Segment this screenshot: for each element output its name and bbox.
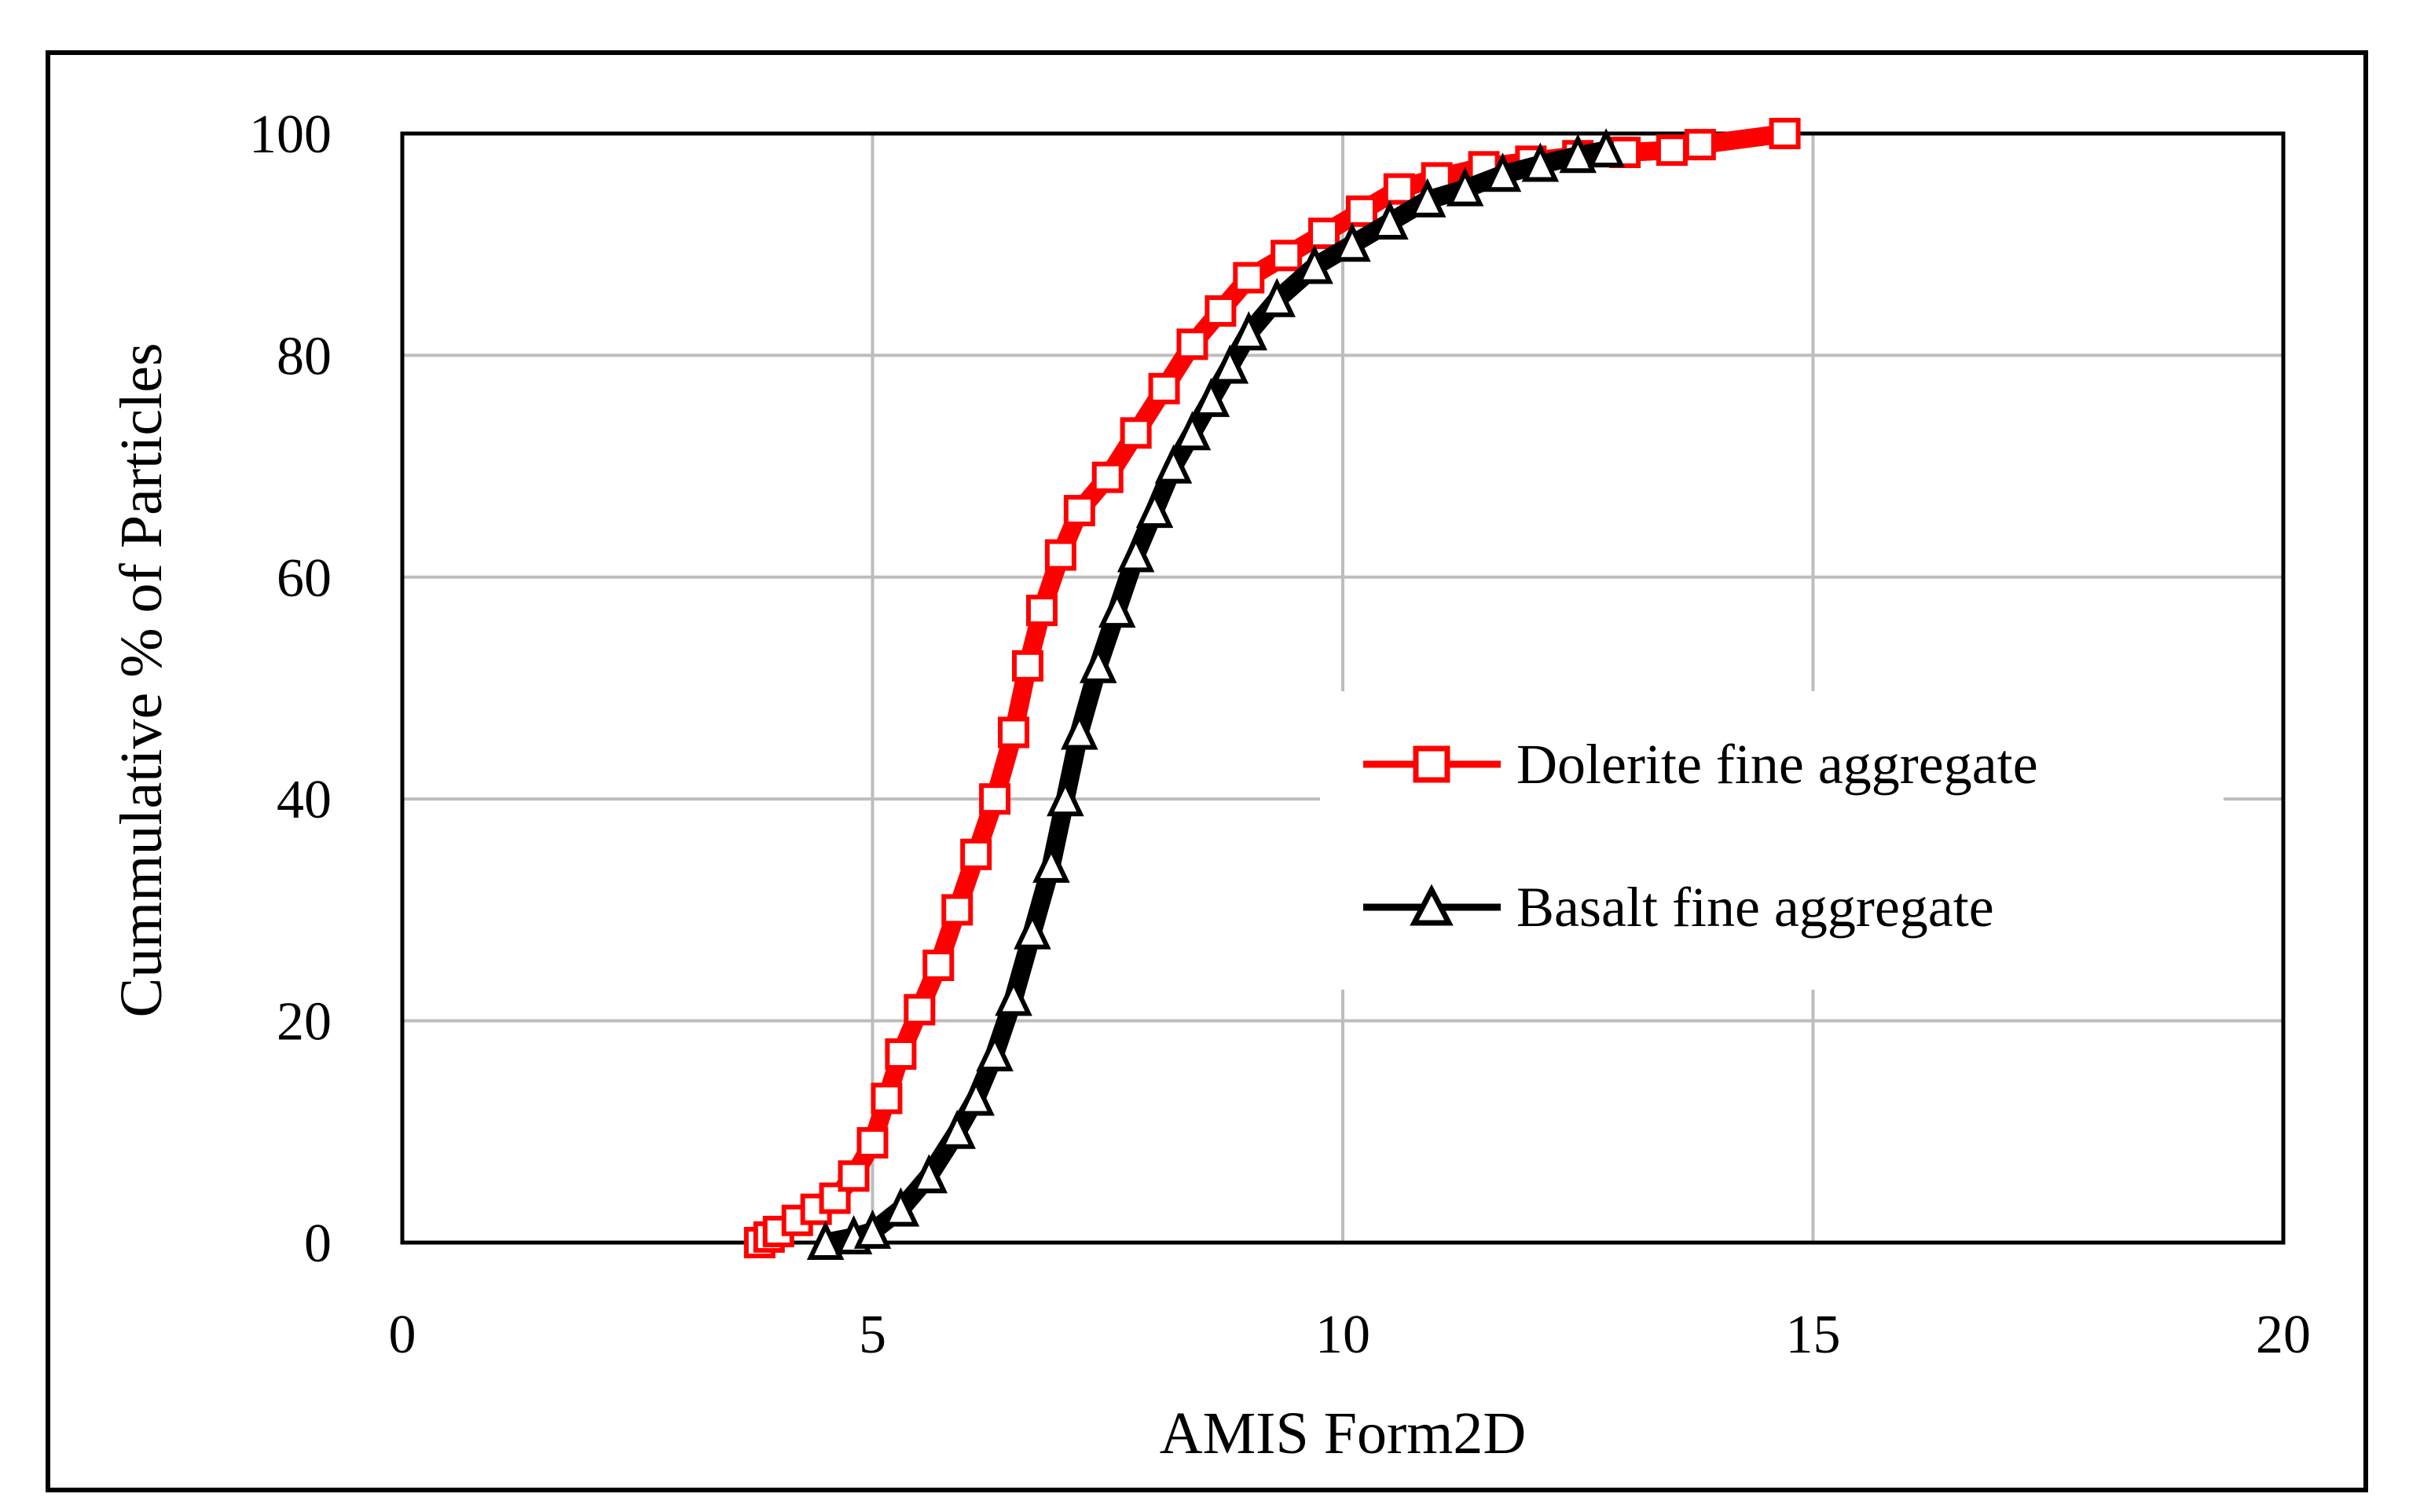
data-point: [960, 838, 992, 870]
data-point: [1333, 222, 1371, 262]
data-point: [1769, 118, 1801, 149]
series-basalt: [806, 128, 1625, 1260]
y-tick-label: 0: [304, 1214, 332, 1274]
data-point: [1483, 152, 1522, 192]
data-point: [1192, 377, 1230, 417]
data-point: [1204, 295, 1237, 327]
y-tick-label: 100: [249, 104, 332, 165]
data-point: [871, 1082, 903, 1115]
y-axis-title: Cummulative % of Particles: [108, 342, 174, 1017]
data-point: [838, 1160, 870, 1192]
data-point: [1116, 533, 1155, 573]
plot-area: [400, 131, 2286, 1245]
data-point: [853, 1209, 892, 1249]
data-point: [1025, 595, 1058, 627]
figure-frame: [46, 50, 2368, 1492]
x-tick-label: 5: [859, 1305, 886, 1365]
data-point: [1063, 495, 1095, 527]
y-tick-label: 60: [277, 548, 332, 609]
data-point: [904, 994, 936, 1026]
data-point: [1135, 489, 1174, 529]
x-tick-label: 20: [2256, 1305, 2311, 1365]
data-point: [1012, 650, 1044, 682]
data-point: [1032, 843, 1070, 883]
data-point: [1061, 710, 1098, 750]
data-point: [1656, 134, 1688, 167]
tick-labels: 0 5 10 15 20 0 20 40 60 80 100: [249, 104, 2311, 1365]
legend-item-dolerite: Dolerite fine aggregate: [1363, 733, 2038, 796]
data-point: [1270, 240, 1303, 272]
data-point: [1044, 539, 1076, 571]
data-point: [885, 1038, 917, 1070]
data-point: [1014, 910, 1051, 950]
data-point: [957, 1076, 995, 1116]
data-point: [1684, 129, 1716, 161]
legend-item-basalt: Basalt fine aggregate: [1363, 876, 1994, 939]
data-point: [910, 1154, 948, 1194]
data-point: [806, 1221, 845, 1260]
data-point: [1559, 134, 1597, 174]
y-tick-label: 20: [277, 992, 332, 1053]
data-point: [1383, 173, 1415, 205]
data-point: [1148, 372, 1180, 405]
data-point: [1154, 444, 1193, 484]
data-point: [1120, 417, 1152, 449]
data-point: [1211, 344, 1249, 384]
data-point: [1230, 311, 1268, 351]
x-tick-label: 0: [389, 1305, 416, 1365]
data-point: [922, 950, 955, 981]
series-layer: [743, 118, 1801, 1260]
x-tick-label: 10: [1315, 1305, 1370, 1365]
legend: Dolerite fine aggregate Basalt fine aggr…: [1320, 691, 2224, 990]
data-point: [1091, 461, 1124, 493]
x-axis-title: AMIS Form2D: [1160, 1400, 1527, 1466]
legend-marker-triangle: [1410, 884, 1454, 926]
data-point: [976, 1031, 1014, 1071]
data-point: [856, 1126, 889, 1159]
y-tick-label: 80: [277, 326, 332, 386]
data-point: [995, 976, 1032, 1016]
y-tick-label: 40: [277, 770, 332, 830]
data-point: [1446, 167, 1484, 207]
data-point: [1173, 411, 1212, 451]
data-point: [1345, 195, 1377, 227]
data-point: [1408, 178, 1446, 218]
data-point: [938, 1109, 976, 1149]
grid: [402, 134, 2283, 1243]
legend-marker-square: [1413, 745, 1450, 783]
data-point: [1308, 218, 1340, 250]
data-point: [941, 894, 974, 926]
data-point: [1080, 643, 1117, 683]
data-point: [1521, 142, 1560, 182]
data-point: [1098, 588, 1136, 628]
data-point: [979, 783, 1011, 815]
x-tick-label: 15: [1786, 1305, 1841, 1365]
legend-label-dolerite: Dolerite fine aggregate: [1516, 733, 2038, 796]
legend-label-basalt: Basalt fine aggregate: [1516, 876, 1994, 939]
legend-background: [1320, 691, 2224, 990]
data-point: [1176, 328, 1208, 361]
data-point: [1233, 262, 1265, 294]
data-point: [998, 716, 1030, 749]
data-point: [882, 1187, 920, 1227]
data-point: [1258, 277, 1296, 317]
data-point: [1587, 128, 1625, 168]
data-point: [1371, 200, 1409, 240]
data-point: [1296, 244, 1333, 284]
data-point: [1047, 777, 1084, 817]
